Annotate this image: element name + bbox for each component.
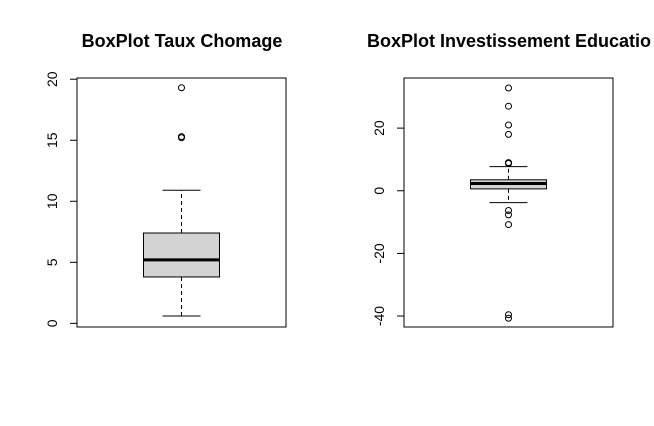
outlier-point [505, 130, 512, 138]
boxplot-panel-taux-chomage: BoxPlot Taux Chomage 0 5 10 15 20 [44, 31, 287, 328]
chart-title: BoxPlot Taux Chomage [82, 31, 283, 51]
y-tick-label: 0 [44, 319, 60, 327]
outlier-point [505, 102, 512, 110]
y-tick-label: -20 [371, 243, 387, 263]
outlier-point [178, 84, 185, 92]
outlier-point [178, 133, 185, 141]
outlier-point [505, 211, 512, 219]
y-tick-label: 10 [44, 193, 60, 209]
outlier-point [505, 314, 512, 322]
outlier-point [505, 221, 512, 229]
interquartile-box [143, 232, 220, 278]
outlier-point [505, 84, 512, 92]
y-tick-label: 5 [44, 258, 60, 266]
outlier-point [505, 121, 512, 129]
chart-title: BoxPlot Investissement Educatio [367, 31, 651, 51]
plot-layer: -40 -20 0 20 [371, 84, 547, 326]
y-tick-label: 0 [371, 187, 387, 195]
y-tick-label: 15 [44, 132, 60, 148]
outlier-point [505, 160, 512, 168]
y-tick-label: 20 [44, 71, 60, 87]
y-tick-label: -40 [371, 306, 387, 326]
y-tick-label: 20 [371, 120, 387, 136]
boxplot-panel-investissement-education: BoxPlot Investissement Educatio -40 -20 0 2… [367, 31, 651, 328]
outlier-point [505, 311, 512, 319]
plot-layer: 0 5 10 15 20 [44, 71, 220, 327]
outlier-point [505, 206, 512, 214]
